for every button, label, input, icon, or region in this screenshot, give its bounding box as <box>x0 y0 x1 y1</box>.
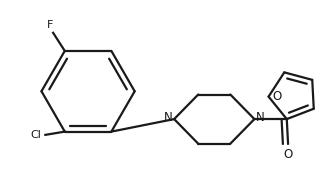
Text: F: F <box>47 20 54 30</box>
Text: N: N <box>256 111 265 124</box>
Text: Cl: Cl <box>31 130 42 140</box>
Text: N: N <box>163 111 172 124</box>
Text: O: O <box>283 148 293 161</box>
Text: O: O <box>272 90 282 103</box>
